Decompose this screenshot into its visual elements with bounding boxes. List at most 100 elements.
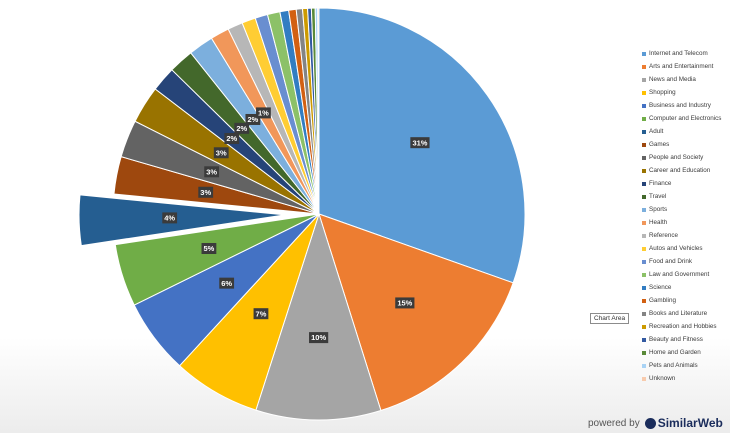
legend-item[interactable]: Pets and Animals: [642, 359, 720, 372]
legend-swatch: [642, 207, 646, 212]
legend-label: Sports: [649, 206, 668, 213]
legend-item[interactable]: Books and Literature: [642, 307, 720, 320]
legend-item[interactable]: Travel: [642, 190, 720, 203]
legend-label: Gambling: [649, 297, 676, 304]
data-label: 3%: [213, 147, 229, 159]
legend-swatch: [642, 285, 646, 290]
data-label: 15%: [395, 297, 415, 309]
data-label: 31%: [410, 137, 430, 149]
svg-text:3%: 3%: [216, 148, 227, 157]
legend-label: Games: [649, 141, 670, 148]
legend: Internet and Telecom Arts and Entertainme…: [642, 47, 721, 385]
legend-swatch: [642, 129, 646, 134]
svg-text:4%: 4%: [164, 214, 175, 223]
legend-swatch: [642, 259, 646, 264]
legend-swatch: [642, 298, 646, 303]
legend-label: Home and Garden: [649, 349, 701, 356]
data-label: 2%: [224, 132, 240, 144]
legend-label: Beauty and Fitness: [649, 336, 703, 343]
legend-swatch: [642, 181, 646, 186]
legend-item[interactable]: Gambling: [642, 294, 720, 307]
legend-item[interactable]: Science: [642, 281, 720, 294]
legend-item[interactable]: Home and Garden: [642, 346, 720, 359]
legend-item[interactable]: Business and Industry: [642, 99, 720, 112]
pie-slice-computer-and-electronics[interactable]: [114, 213, 320, 306]
data-label: 7%: [253, 308, 269, 320]
legend-swatch: [642, 324, 646, 329]
svg-text:1%: 1%: [258, 109, 269, 118]
data-label: 1%: [256, 107, 271, 119]
svg-text:3%: 3%: [206, 167, 217, 176]
svg-text:2%: 2%: [226, 134, 237, 143]
svg-text:5%: 5%: [203, 244, 214, 253]
data-label: 5%: [201, 242, 217, 254]
svg-text:15%: 15%: [397, 299, 412, 308]
legend-label: Reference: [649, 232, 679, 239]
brand-name: SimilarWeb: [657, 416, 723, 430]
svg-text:2%: 2%: [236, 124, 247, 133]
legend-swatch: [642, 363, 646, 368]
legend-swatch: [642, 90, 646, 95]
legend-label: Food and Drink: [649, 258, 693, 265]
svg-text:10%: 10%: [311, 333, 326, 342]
legend-swatch: [642, 51, 646, 56]
legend-label: Autos and Vehicles: [649, 245, 703, 252]
legend-label: Unknown: [649, 375, 676, 382]
legend-item[interactable]: Beauty and Fitness: [642, 333, 720, 346]
legend-item[interactable]: Law and Government: [642, 268, 720, 281]
legend-item[interactable]: Shopping: [642, 86, 720, 99]
data-label: 2%: [245, 113, 261, 125]
chart-area-tooltip: Chart Area: [590, 313, 630, 324]
legend-item[interactable]: News and Media: [642, 73, 720, 86]
data-label: 3%: [198, 186, 214, 198]
legend-swatch: [642, 233, 646, 238]
legend-item[interactable]: Games: [642, 138, 720, 151]
legend-label: Science: [649, 284, 672, 291]
legend-item[interactable]: Recreation and Hobbies: [642, 320, 720, 333]
legend-label: Finance: [649, 180, 672, 187]
legend-swatch: [642, 77, 646, 82]
legend-item[interactable]: Sports: [642, 203, 720, 216]
legend-item[interactable]: Career and Education: [642, 164, 720, 177]
legend-item[interactable]: Computer and Electronics: [642, 112, 721, 125]
legend-swatch: [642, 168, 646, 173]
legend-label: Books and Literature: [649, 310, 708, 317]
legend-swatch: [642, 311, 646, 316]
legend-label: Arts and Entertainment: [649, 63, 714, 70]
legend-swatch: [642, 376, 646, 381]
data-label: 3%: [204, 166, 220, 178]
pie-slice-arts-and-entertainment[interactable]: [318, 213, 514, 412]
legend-item[interactable]: Internet and Telecom: [642, 47, 720, 60]
legend-swatch: [642, 142, 646, 147]
data-label: 4%: [162, 212, 178, 224]
legend-item[interactable]: Unknown: [642, 372, 720, 385]
legend-item[interactable]: Reference: [642, 229, 720, 242]
branding: powered by SimilarWeb: [588, 416, 723, 430]
legend-item[interactable]: Finance: [642, 177, 720, 190]
legend-item[interactable]: Food and Drink: [642, 255, 720, 268]
svg-text:31%: 31%: [412, 138, 427, 147]
legend-label: Adult: [649, 128, 664, 135]
legend-label: Business and Industry: [649, 102, 711, 109]
legend-swatch: [642, 246, 646, 251]
legend-item[interactable]: Autos and Vehicles: [642, 242, 720, 255]
legend-item[interactable]: Adult: [642, 125, 720, 138]
legend-swatch: [642, 350, 646, 355]
data-label: 2%: [234, 122, 250, 134]
svg-text:7%: 7%: [256, 309, 267, 318]
pie-slice-adult[interactable]: [78, 194, 286, 247]
legend-swatch: [642, 103, 646, 108]
legend-swatch: [642, 337, 646, 342]
pie-slice-news-and-media[interactable]: [255, 212, 382, 421]
legend-label: People and Society: [649, 154, 704, 161]
pie-slice-unknown[interactable]: [317, 7, 320, 215]
legend-item[interactable]: People and Society: [642, 151, 720, 164]
legend-label: Pets and Animals: [649, 362, 698, 369]
svg-text:6%: 6%: [221, 279, 232, 288]
legend-swatch: [642, 194, 646, 199]
legend-item[interactable]: Arts and Entertainment: [642, 60, 720, 73]
legend-item[interactable]: Health: [642, 216, 720, 229]
legend-swatch: [642, 220, 646, 225]
